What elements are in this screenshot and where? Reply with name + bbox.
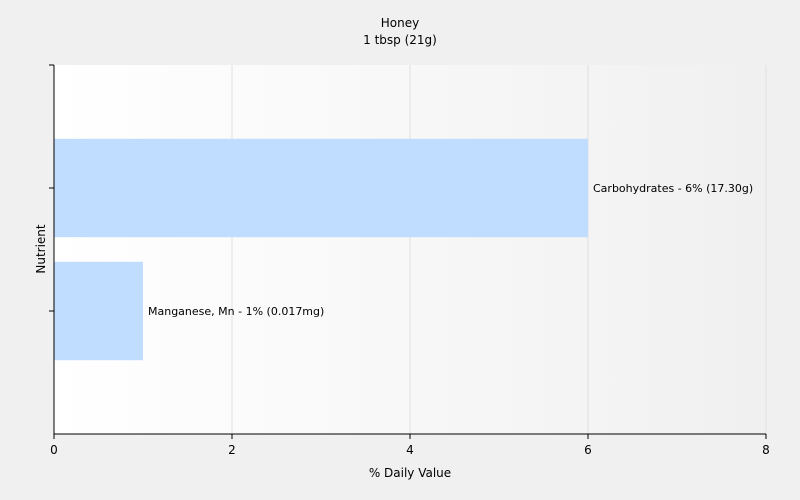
bar-carbohydrates bbox=[54, 138, 588, 238]
x-tick-label-4: 8 bbox=[762, 443, 770, 457]
bar-label-0: Carbohydrates - 6% (17.30g) bbox=[593, 182, 753, 195]
x-tick-label-3: 6 bbox=[584, 443, 592, 457]
bar-manganese-mn bbox=[54, 261, 143, 361]
x-tick-label-0: 0 bbox=[50, 443, 58, 457]
chart-title: Honey bbox=[381, 16, 419, 30]
x-tick-label-2: 4 bbox=[406, 443, 414, 457]
bar-label-1: Manganese, Mn - 1% (0.017mg) bbox=[148, 305, 324, 318]
x-axis-label: % Daily Value bbox=[369, 466, 451, 480]
chart-subtitle: 1 tbsp (21g) bbox=[363, 33, 437, 47]
y-axis-label: Nutrient bbox=[34, 224, 48, 274]
x-tick-label-1: 2 bbox=[228, 443, 236, 457]
